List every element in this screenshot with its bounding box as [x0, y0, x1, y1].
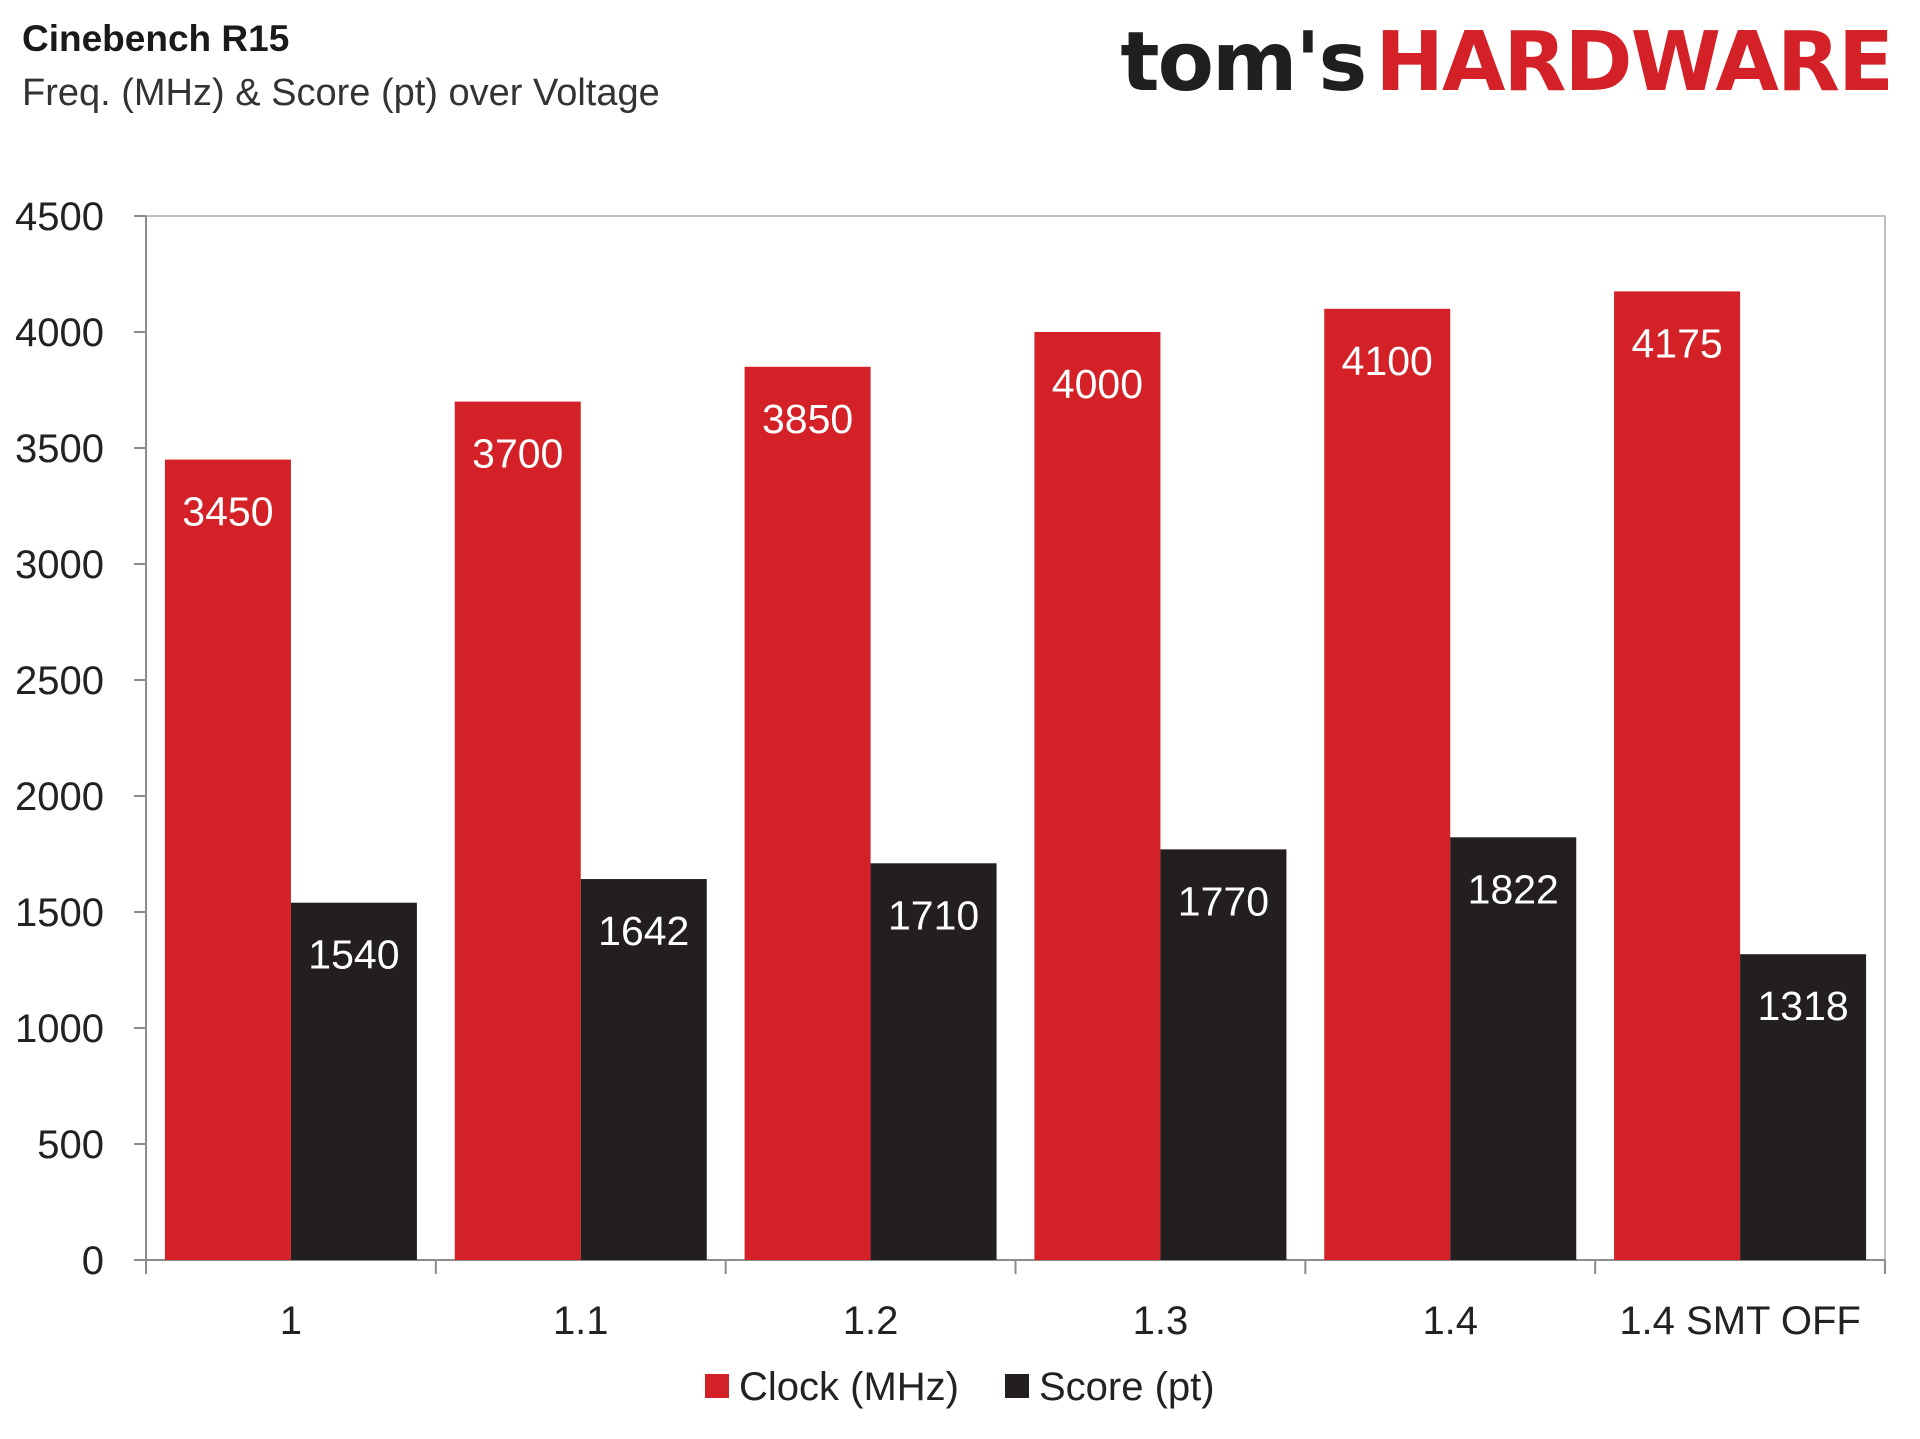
- clock-bar: [744, 366, 871, 1260]
- x-tick-label: 1: [280, 1299, 302, 1343]
- data-labels: 3450 1540 3700 1642 3850 1710 4000 1770 4100 1822…: [182, 320, 1848, 1029]
- y-tick-label: 1000: [15, 1007, 104, 1051]
- score-bar: [580, 879, 707, 1260]
- legend-label-clock: Clock (MHz): [739, 1365, 959, 1409]
- clock-bar: [1034, 332, 1161, 1260]
- chart-subtitle: Freq. (MHz) & Score (pt) over Voltage: [22, 72, 660, 114]
- clock-value-label: 3700: [472, 431, 563, 477]
- y-tick-label: 1500: [15, 891, 104, 935]
- x-tick-label: 1.3: [1133, 1299, 1189, 1343]
- score-bar: [1160, 849, 1287, 1260]
- y-tick-label: 500: [37, 1123, 104, 1167]
- y-tick-label: 3500: [15, 427, 104, 471]
- clock-value-label: 4175: [1631, 320, 1722, 366]
- clock-value-label: 3450: [182, 489, 273, 535]
- y-tick-label: 4500: [15, 195, 104, 239]
- score-bar: [870, 863, 997, 1260]
- clock-value-label: 3850: [762, 396, 853, 442]
- y-tick-label: 2500: [15, 659, 104, 703]
- axes: 0 500 1000 1500 2000 2500 3000 3500 4000 4500 1 1.1…: [15, 195, 1886, 1343]
- legend-swatch-clock: [705, 1374, 729, 1398]
- logo-hardware-text: HARDWARE: [1375, 15, 1894, 110]
- clock-bar: [454, 401, 581, 1261]
- x-tick-label: 1.4: [1422, 1299, 1478, 1343]
- score-bar: [290, 902, 417, 1260]
- score-value-label: 1540: [308, 932, 399, 978]
- toms-hardware-logo: tom's HARDWARE: [1120, 22, 1894, 104]
- y-tick-label: 0: [82, 1239, 104, 1283]
- y-tick-label: 2000: [15, 775, 104, 819]
- score-value-label: 1770: [1178, 878, 1269, 924]
- clock-bar: [1614, 291, 1741, 1260]
- bars: [164, 291, 1867, 1261]
- clock-bar: [164, 459, 291, 1261]
- score-value-label: 1642: [598, 908, 689, 954]
- x-tick-label: 1.1: [553, 1299, 609, 1343]
- legend-swatch-score: [1005, 1374, 1029, 1398]
- clock-value-label: 4000: [1052, 361, 1143, 407]
- y-tick-label: 4000: [15, 311, 104, 355]
- chart-title: Cinebench R15: [22, 18, 290, 59]
- score-value-label: 1318: [1757, 983, 1848, 1029]
- logo-toms-text: tom's: [1120, 15, 1367, 110]
- clock-value-label: 4100: [1342, 338, 1433, 384]
- x-tick-label: 1.2: [843, 1299, 899, 1343]
- legend-label-score: Score (pt): [1039, 1365, 1215, 1409]
- score-bar: [1740, 954, 1867, 1260]
- y-tick-label: 3000: [15, 543, 104, 587]
- score-value-label: 1822: [1468, 866, 1559, 912]
- score-bar: [1450, 837, 1577, 1260]
- score-value-label: 1710: [888, 892, 979, 938]
- legend: Clock (MHz) Score (pt): [705, 1365, 1215, 1409]
- clock-bar: [1324, 308, 1451, 1260]
- x-tick-label: 1.4 SMT OFF: [1619, 1299, 1861, 1343]
